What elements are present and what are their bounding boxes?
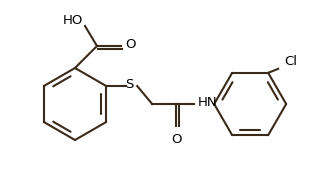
- Text: HO: HO: [63, 13, 83, 26]
- Text: Cl: Cl: [284, 55, 297, 68]
- Text: S: S: [125, 78, 133, 91]
- Text: O: O: [125, 39, 136, 51]
- Text: O: O: [171, 133, 181, 146]
- Text: HN: HN: [198, 97, 218, 109]
